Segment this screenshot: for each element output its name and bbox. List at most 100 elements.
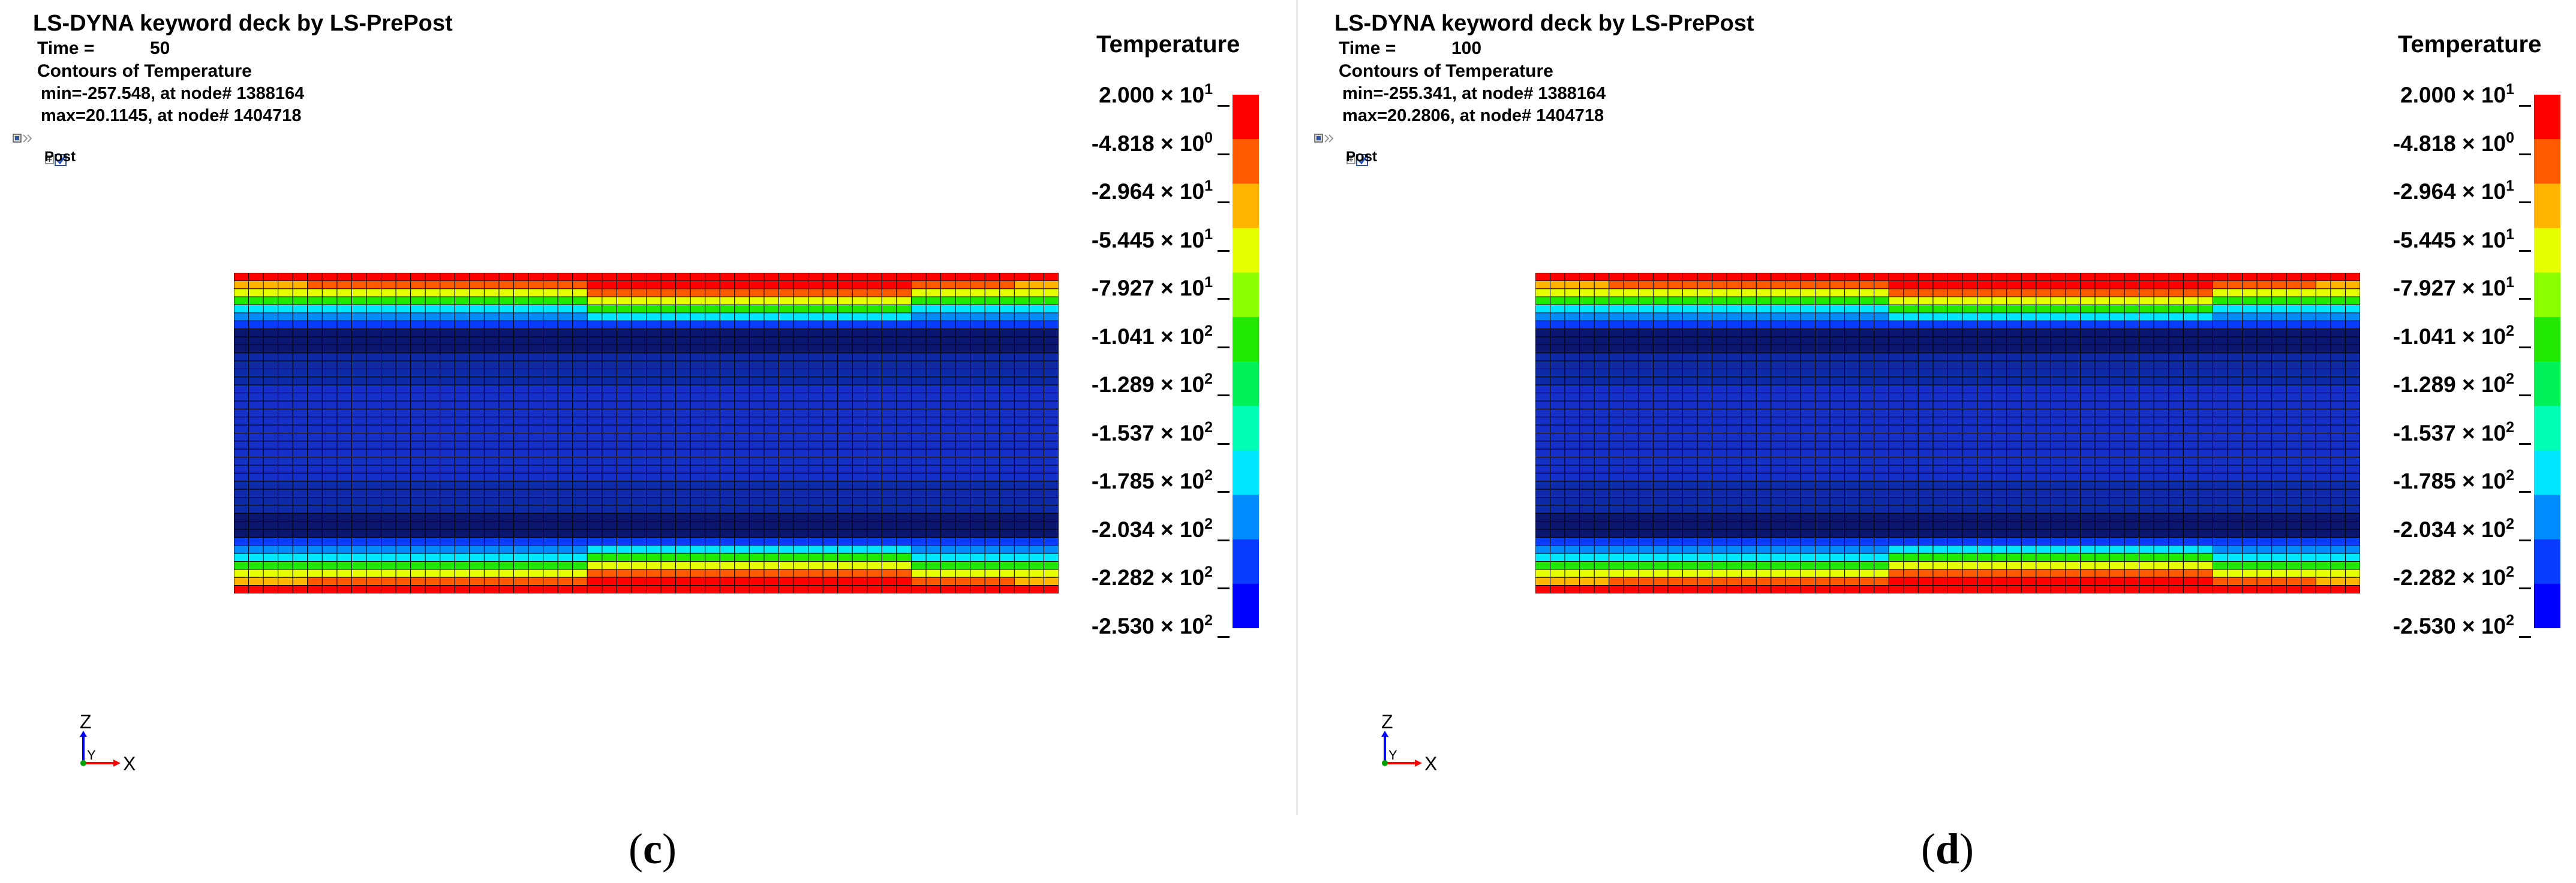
mesh-element — [1564, 585, 1580, 593]
mesh-element — [1712, 360, 1727, 369]
temperature-contour-mesh[interactable] — [234, 273, 1059, 593]
mesh-element — [940, 448, 956, 458]
mesh-element — [336, 288, 352, 297]
model-tree-expand-icon[interactable] — [12, 131, 36, 147]
mesh-element — [1844, 457, 1860, 466]
mesh-element — [2021, 424, 2037, 433]
mesh-element — [2271, 433, 2287, 442]
mesh-element — [2079, 376, 2096, 385]
mesh-element — [1815, 448, 1830, 458]
mesh-element — [1917, 296, 1934, 305]
mesh-element — [955, 280, 971, 290]
mesh-element — [822, 400, 838, 409]
mesh-element — [2198, 553, 2213, 562]
mesh-element — [1844, 577, 1860, 586]
mesh-element — [2065, 376, 2081, 385]
mesh-element — [1977, 505, 1992, 514]
mesh-element — [925, 424, 942, 433]
mesh-element — [1667, 553, 1684, 562]
mesh-element — [307, 273, 323, 281]
mesh-element — [808, 352, 823, 361]
mesh-element — [1977, 481, 1992, 490]
mesh-element — [1844, 305, 1860, 314]
mesh-element — [336, 312, 352, 321]
mesh-element — [292, 312, 308, 321]
mesh-element — [690, 505, 706, 514]
mesh-element — [1726, 417, 1742, 426]
mesh-element — [351, 417, 367, 426]
mesh-element — [2212, 393, 2228, 402]
mesh-element — [2109, 305, 2125, 314]
mesh-element — [336, 472, 352, 482]
mesh-element — [970, 280, 985, 290]
mesh-element — [440, 481, 455, 490]
mesh-element — [321, 329, 338, 337]
mesh-element — [808, 369, 823, 378]
mesh-element — [1623, 465, 1639, 474]
mesh-element — [1638, 529, 1654, 538]
mesh-element — [2330, 336, 2346, 345]
mesh-element — [2256, 369, 2273, 378]
mesh-element — [2153, 384, 2169, 394]
mesh-element — [1652, 273, 1669, 281]
mesh-element — [381, 288, 396, 297]
mesh-element — [1579, 489, 1595, 498]
mesh-element — [1962, 521, 1978, 530]
mesh-element — [925, 369, 942, 378]
mesh-element — [1712, 312, 1727, 321]
temperature-contour-mesh[interactable] — [1535, 273, 2360, 593]
model-tree-expand-icon[interactable] — [1313, 131, 1337, 147]
mesh-element — [778, 369, 794, 378]
mesh-element — [631, 320, 647, 330]
mesh-element — [1564, 553, 1580, 562]
mesh-element — [1962, 288, 1978, 297]
mesh-element — [1667, 312, 1684, 321]
mesh-element — [2344, 457, 2360, 466]
mesh-element — [646, 369, 662, 378]
mesh-element — [867, 545, 882, 554]
mesh-element — [940, 441, 956, 450]
mesh-element — [469, 441, 485, 450]
mesh-element — [572, 360, 588, 369]
mesh-element — [557, 352, 573, 361]
mesh-element — [999, 481, 1015, 490]
mesh-element — [1029, 569, 1044, 578]
mesh-element — [425, 352, 441, 361]
post-visibility-checkbox-icon[interactable] — [1313, 150, 1409, 170]
mesh-element — [2109, 513, 2125, 522]
mesh-element — [793, 369, 809, 378]
mesh-element — [734, 537, 750, 546]
mesh-element — [719, 553, 735, 562]
mesh-element — [1829, 561, 1845, 570]
mesh-element — [2344, 577, 2360, 586]
mesh-element — [469, 521, 485, 530]
mesh-element — [910, 457, 927, 466]
mesh-element — [1697, 352, 1713, 361]
mesh-element — [1917, 489, 1934, 498]
mesh-element — [1712, 569, 1727, 578]
mesh-element — [321, 352, 338, 361]
mesh-element — [616, 320, 632, 330]
mesh-element — [1888, 569, 1904, 578]
mesh-element — [1652, 472, 1669, 482]
mesh-element — [2036, 320, 2051, 330]
mesh-element — [1623, 417, 1639, 426]
mesh-element — [572, 352, 588, 361]
mesh-element — [307, 369, 323, 378]
mesh-element — [572, 472, 588, 482]
mesh-element — [690, 448, 706, 458]
mesh-element — [984, 505, 1000, 514]
mesh-element — [1652, 448, 1669, 458]
mesh-element — [705, 336, 720, 345]
mesh-element — [307, 384, 323, 394]
mesh-element — [940, 376, 956, 385]
mesh-element — [896, 465, 912, 474]
mesh-element — [881, 305, 897, 314]
mesh-element — [2286, 384, 2302, 394]
mesh-element — [2301, 529, 2316, 538]
mesh-element — [1712, 280, 1727, 290]
mesh-element — [749, 417, 765, 426]
post-visibility-checkbox-icon[interactable] — [12, 150, 108, 170]
mesh-element — [749, 481, 765, 490]
mesh-element — [292, 545, 308, 554]
